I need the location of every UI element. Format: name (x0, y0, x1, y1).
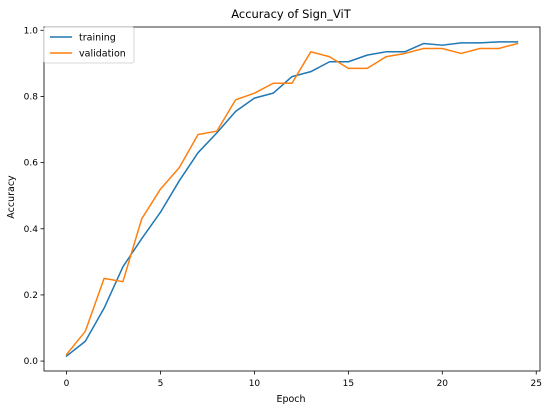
y-axis-label: Accuracy (6, 175, 17, 219)
x-tick-label: 5 (158, 379, 164, 389)
y-axis-ticks: 0.0 0.2 0.4 0.6 0.8 1.0 (24, 26, 44, 367)
x-tick-label: 0 (64, 379, 70, 389)
x-axis-ticks: 0 5 10 15 20 25 (64, 371, 542, 389)
x-tick-label: 25 (531, 379, 542, 389)
y-tick-label: 0.8 (24, 92, 39, 102)
y-tick-label: 1.0 (24, 26, 39, 36)
series-layer (65, 41, 519, 358)
series-line-training (65, 41, 519, 358)
legend-label-training: training (79, 33, 116, 44)
chart-title: Accuracy of Sign_ViT (231, 7, 352, 21)
x-axis-label: Epoch (276, 394, 305, 405)
plot-frame (43, 26, 541, 372)
x-tick-label: 15 (343, 379, 354, 389)
y-tick-label: 0.6 (24, 159, 39, 169)
y-tick-label: 0.2 (24, 291, 38, 301)
y-tick-label: 0.4 (24, 225, 39, 235)
legend-label-validation: validation (79, 49, 126, 60)
legend-box (43, 26, 135, 64)
legend-entries: training validation (50, 33, 126, 60)
series-line-validation (65, 42, 519, 356)
y-tick-label: 0.0 (24, 357, 39, 367)
x-tick-label: 20 (437, 379, 449, 389)
x-tick-label: 10 (249, 379, 261, 389)
legend: training validation (43, 26, 135, 64)
